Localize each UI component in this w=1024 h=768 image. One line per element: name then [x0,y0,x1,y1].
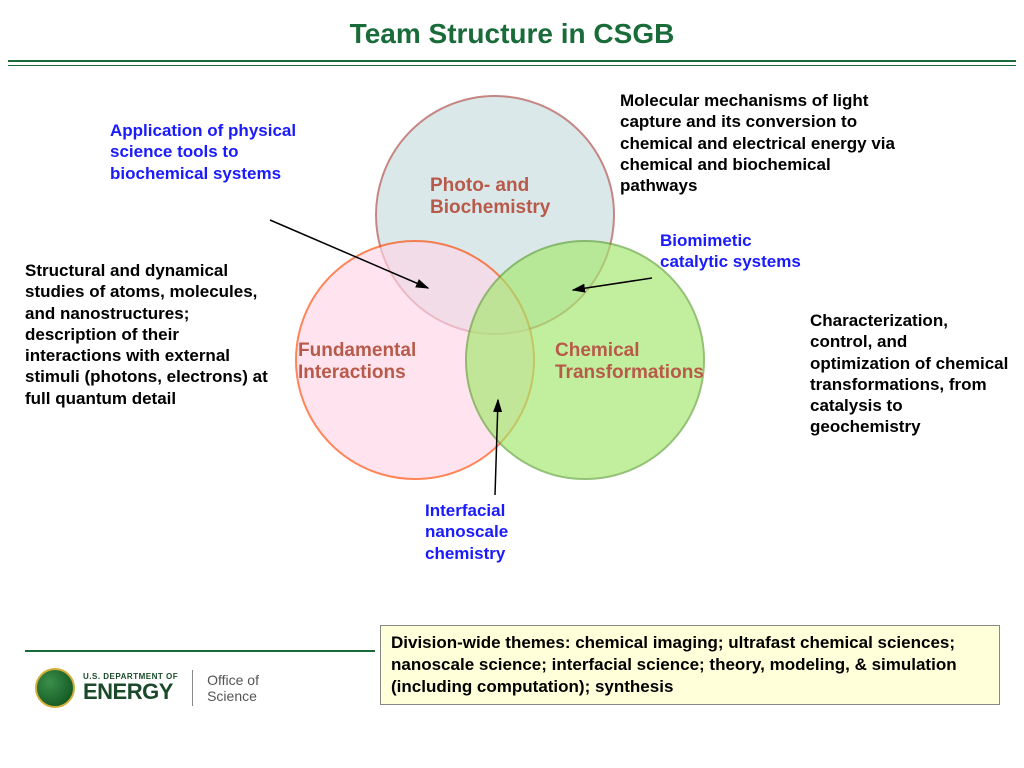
overlap-interfacial: Interfacial nanoscale chemistry [425,500,555,564]
venn-label-fundamental: FundamentalInteractions [298,340,416,384]
doe-seal-icon [35,668,75,708]
logo-divider [192,670,193,706]
themes-box: Division-wide themes: chemical imaging; … [380,625,1000,705]
footer-rule [25,650,375,652]
logo-office: Office ofScience [207,672,259,704]
logo-energy: ENERGY [83,681,178,703]
overlap-biomimetic: Biomimetic catalytic systems [660,230,810,273]
venn-label-photo: Photo- andBiochemistry [430,175,550,219]
page-title: Team Structure in CSGB [0,0,1024,60]
desc-chemical-desc: Characterization, control, and optimizat… [810,310,1010,438]
title-rule [0,60,1024,66]
desc-fundamental-desc: Structural and dynamical studies of atom… [25,260,275,409]
venn-label-chemical: ChemicalTransformations [555,340,704,384]
overlap-physsci: Application of physical science tools to… [110,120,300,184]
desc-photo-desc: Molecular mechanisms of light capture an… [620,90,900,196]
doe-logo: U.S. DEPARTMENT OF ENERGY Office ofScien… [35,668,259,708]
